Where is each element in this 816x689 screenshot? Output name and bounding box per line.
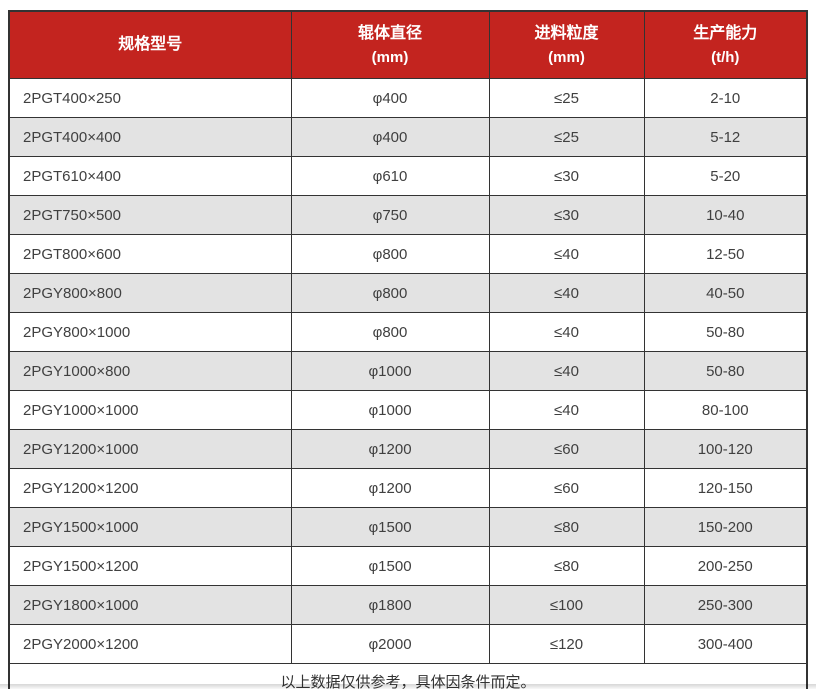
feed-size-cell: ≤30 — [488, 156, 645, 196]
col-header-roller-diameter: 辊体直径 (mm) — [290, 10, 490, 79]
feed-size-cell: ≤30 — [488, 195, 645, 235]
col-header-capacity-label: 生产能力 — [693, 24, 758, 42]
model-cell: 2PGY1000×1000 — [8, 390, 292, 430]
table-row: 2PGY800×800 φ800 ≤40 40-50 — [8, 273, 808, 313]
table-body: 2PGT400×250 φ400 ≤25 2-10 2PGT400×400 φ400 ≤25… — [8, 78, 808, 664]
capacity-cell: 250-300 — [643, 585, 808, 625]
feed-size-cell: ≤40 — [488, 273, 645, 313]
feed-size-cell: ≤40 — [488, 234, 645, 274]
model-cell: 2PGT800×600 — [8, 234, 292, 274]
diameter-cell: φ1200 — [290, 468, 490, 508]
model-cell: 2PGT400×400 — [8, 117, 292, 157]
table-row: 2PGY1200×1200 φ1200 ≤60 120-150 — [8, 468, 808, 508]
feed-size-cell: ≤80 — [488, 546, 645, 586]
capacity-cell: 40-50 — [643, 273, 808, 313]
col-header-feed-size-label: 进料粒度 — [534, 24, 599, 42]
model-cell: 2PGY800×800 — [8, 273, 292, 313]
feed-size-cell: ≤40 — [488, 351, 645, 391]
feed-size-cell: ≤60 — [488, 429, 645, 469]
capacity-cell: 2-10 — [643, 78, 808, 118]
table-row: 2PGY1200×1000 φ1200 ≤60 100-120 — [8, 429, 808, 469]
diameter-cell: φ750 — [290, 195, 490, 235]
capacity-cell: 12-50 — [643, 234, 808, 274]
model-cell: 2PGY1000×800 — [8, 351, 292, 391]
table-row: 2PGY1500×1200 φ1500 ≤80 200-250 — [8, 546, 808, 586]
diameter-cell: φ2000 — [290, 624, 490, 664]
capacity-cell: 50-80 — [643, 351, 808, 391]
footer-row: 以上数据仅供参考，具体因条件而定。 — [8, 663, 808, 689]
table-row: 2PGT610×400 φ610 ≤30 5-20 — [8, 156, 808, 196]
col-header-model: 规格型号 — [8, 10, 292, 79]
model-cell: 2PGY1800×1000 — [8, 585, 292, 625]
capacity-cell: 5-20 — [643, 156, 808, 196]
feed-size-cell: ≤25 — [488, 78, 645, 118]
footer-note: 以上数据仅供参考，具体因条件而定。 — [8, 663, 808, 689]
model-cell: 2PGY1200×1000 — [8, 429, 292, 469]
feed-size-cell: ≤25 — [488, 117, 645, 157]
col-header-capacity: 生产能力 (t/h) — [643, 10, 808, 79]
model-cell: 2PGY1200×1200 — [8, 468, 292, 508]
diameter-cell: φ1000 — [290, 351, 490, 391]
model-cell: 2PGT610×400 — [8, 156, 292, 196]
table-row: 2PGT750×500 φ750 ≤30 10-40 — [8, 195, 808, 235]
feed-size-cell: ≤100 — [488, 585, 645, 625]
col-header-capacity-unit: (t/h) — [711, 48, 740, 66]
table-row: 2PGY1500×1000 φ1500 ≤80 150-200 — [8, 507, 808, 547]
diameter-cell: φ1200 — [290, 429, 490, 469]
diameter-cell: φ1500 — [290, 507, 490, 547]
table-row: 2PGT400×250 φ400 ≤25 2-10 — [8, 78, 808, 118]
table-row: 2PGY800×1000 φ800 ≤40 50-80 — [8, 312, 808, 352]
model-cell: 2PGY1500×1200 — [8, 546, 292, 586]
capacity-cell: 300-400 — [643, 624, 808, 664]
table-row: 2PGY2000×1200 φ2000 ≤120 300-400 — [8, 624, 808, 664]
table-row: 2PGY1000×1000 φ1000 ≤40 80-100 — [8, 390, 808, 430]
diameter-cell: φ800 — [290, 234, 490, 274]
model-cell: 2PGT750×500 — [8, 195, 292, 235]
col-header-roller-diameter-label: 辊体直径 — [357, 24, 422, 42]
diameter-cell: φ1500 — [290, 546, 490, 586]
capacity-cell: 5-12 — [643, 117, 808, 157]
diameter-cell: φ1000 — [290, 390, 490, 430]
model-cell: 2PGY2000×1200 — [8, 624, 292, 664]
model-cell: 2PGY800×1000 — [8, 312, 292, 352]
feed-size-cell: ≤120 — [488, 624, 645, 664]
capacity-cell: 10-40 — [643, 195, 808, 235]
diameter-cell: φ1800 — [290, 585, 490, 625]
capacity-cell: 50-80 — [643, 312, 808, 352]
col-header-feed-size: 进料粒度 (mm) — [488, 10, 645, 79]
capacity-cell: 100-120 — [643, 429, 808, 469]
diameter-cell: φ610 — [290, 156, 490, 196]
col-header-feed-size-unit: (mm) — [548, 48, 585, 66]
diameter-cell: φ800 — [290, 312, 490, 352]
table-row: 2PGY1000×800 φ1000 ≤40 50-80 — [8, 351, 808, 391]
capacity-cell: 80-100 — [643, 390, 808, 430]
model-cell: 2PGY1500×1000 — [8, 507, 292, 547]
feed-size-cell: ≤60 — [488, 468, 645, 508]
feed-size-cell: ≤80 — [488, 507, 645, 547]
diameter-cell: φ800 — [290, 273, 490, 313]
table-row: 2PGY1800×1000 φ1800 ≤100 250-300 — [8, 585, 808, 625]
capacity-cell: 120-150 — [643, 468, 808, 508]
diameter-cell: φ400 — [290, 117, 490, 157]
header-row: 规格型号 辊体直径 (mm) 进料粒度 (mm) 生产能力 (t/h) — [8, 10, 808, 79]
table-row: 2PGT800×600 φ800 ≤40 12-50 — [8, 234, 808, 274]
spec-table: 规格型号 辊体直径 (mm) 进料粒度 (mm) 生产能力 (t/h) 2PGT… — [8, 10, 808, 689]
model-cell: 2PGT400×250 — [8, 78, 292, 118]
capacity-cell: 150-200 — [643, 507, 808, 547]
col-header-roller-diameter-unit: (mm) — [371, 48, 409, 66]
table-row: 2PGT400×400 φ400 ≤25 5-12 — [8, 117, 808, 157]
col-header-model-label: 规格型号 — [118, 36, 183, 53]
feed-size-cell: ≤40 — [488, 390, 645, 430]
feed-size-cell: ≤40 — [488, 312, 645, 352]
capacity-cell: 200-250 — [643, 546, 808, 586]
diameter-cell: φ400 — [290, 78, 490, 118]
